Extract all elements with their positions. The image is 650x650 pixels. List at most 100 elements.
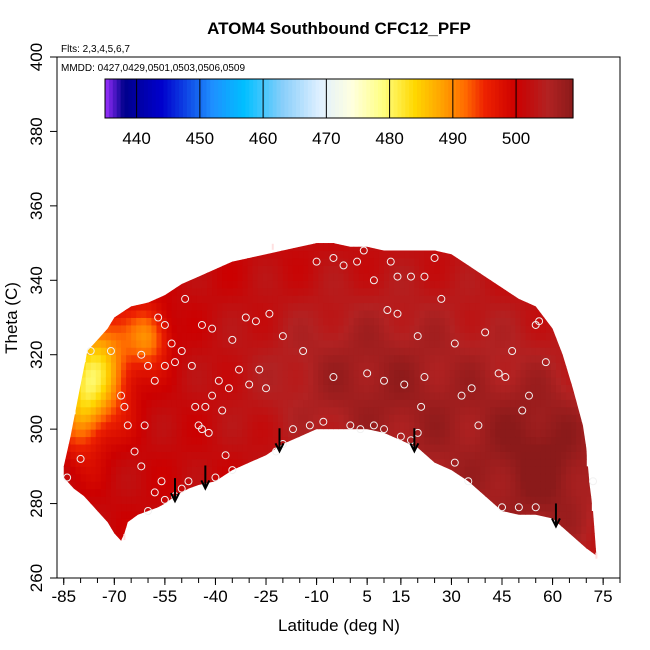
- heat-cell: [292, 436, 299, 445]
- heat-cell: [252, 354, 259, 363]
- heat-cell: [576, 481, 582, 490]
- heat-cell: [252, 272, 259, 281]
- heat-cell: [151, 347, 157, 356]
- heat-cell: [171, 339, 178, 348]
- heat-cell: [555, 414, 562, 423]
- heat-cell: [232, 429, 238, 438]
- heat-cell: [126, 332, 132, 341]
- heat-cell: [298, 302, 304, 311]
- heat-cell: [85, 466, 92, 475]
- heat-cell: [384, 436, 390, 445]
- sample-point: [464, 477, 473, 486]
- heat-cell: [126, 406, 132, 415]
- heat-cell: [464, 458, 471, 467]
- heat-cell: [176, 406, 183, 415]
- heat-cell: [505, 518, 511, 527]
- y-tick-label: 280: [27, 489, 46, 517]
- heat-cell: [459, 310, 466, 318]
- heat-cell: [535, 377, 542, 385]
- heat-cell: [459, 347, 466, 356]
- heat-cell: [404, 406, 410, 415]
- heat-cell: [262, 377, 269, 385]
- heat-cell: [353, 250, 360, 259]
- heat-cell: [282, 272, 289, 281]
- heat-cell: [95, 354, 102, 363]
- heat-cell: [80, 436, 87, 445]
- heat-cell: [500, 466, 506, 475]
- heat-cell: [540, 451, 547, 460]
- heat-cell: [434, 250, 441, 259]
- heat-cell: [141, 332, 147, 341]
- heat-cell: [201, 488, 208, 497]
- heat-cell: [318, 399, 324, 408]
- heat-cell: [121, 384, 127, 393]
- heat-cell: [191, 339, 198, 348]
- heat-cell: [459, 362, 466, 371]
- heat-cell: [353, 369, 360, 378]
- heat-cell: [464, 272, 471, 281]
- heat-cell: [146, 377, 152, 385]
- heat-cell: [389, 287, 395, 296]
- colorbar-segment: [405, 79, 410, 118]
- heat-cell: [384, 287, 390, 296]
- colorbar-segment: [502, 79, 508, 118]
- heat-cell: [237, 257, 243, 266]
- heat-cell: [495, 295, 501, 304]
- heat-cell: [540, 503, 547, 512]
- heat-cell: [313, 332, 319, 341]
- heat-cell: [373, 354, 380, 363]
- heat-cell: [272, 310, 279, 318]
- heat-cell: [136, 384, 142, 393]
- heat-cell: [85, 451, 92, 460]
- heat-cell: [414, 287, 420, 296]
- heat-cell: [105, 406, 112, 415]
- heat-cell: [550, 324, 557, 333]
- heat-cell: [308, 406, 314, 415]
- sample-point: [218, 406, 227, 415]
- x-axis: -85 -70 -55 -40 -25 -10 5 15 30 45 60 75: [51, 578, 621, 606]
- heat-cell: [176, 421, 183, 430]
- heat-cell: [399, 339, 405, 348]
- heat-cell: [126, 518, 132, 527]
- colorbar-segment: [549, 79, 555, 118]
- heat-cell: [535, 466, 542, 475]
- heat-cell: [181, 339, 188, 348]
- heat-cell: [444, 444, 451, 452]
- heat-cell: [409, 302, 415, 311]
- heat-cell: [186, 458, 193, 467]
- heat-cell: [85, 429, 92, 438]
- heat-cell: [156, 458, 163, 467]
- heat-cell: [171, 466, 178, 475]
- heat-cell: [222, 451, 228, 460]
- heat-cell: [212, 444, 218, 452]
- heat-cell: [196, 466, 203, 475]
- heat-cell: [454, 466, 461, 475]
- heat-cell: [146, 444, 152, 452]
- heat-cell: [520, 488, 527, 497]
- heat-cell: [500, 347, 506, 356]
- heat-cell: [338, 295, 345, 304]
- heat-cell: [490, 287, 496, 296]
- heat-cell: [100, 473, 107, 482]
- heat-cell: [389, 384, 395, 393]
- heat-cell: [424, 295, 431, 304]
- heat-cell: [540, 444, 547, 452]
- heat-cell: [338, 362, 345, 371]
- heat-cell: [80, 444, 87, 452]
- heat-cell: [146, 496, 152, 505]
- heat-cell: [545, 511, 552, 519]
- heat-cell: [186, 466, 193, 475]
- heat-cell: [80, 473, 87, 482]
- heat-cell: [566, 481, 572, 490]
- heat-cell: [439, 444, 446, 452]
- heat-cell: [515, 399, 522, 408]
- heat-cell: [292, 280, 299, 289]
- heat-cell: [540, 399, 547, 408]
- colorbar-segment: [159, 79, 165, 118]
- heat-cell: [181, 444, 188, 452]
- heat-cell: [95, 496, 102, 505]
- heat-cell: [358, 332, 365, 341]
- heat-cell: [171, 458, 178, 467]
- heat-cell: [454, 324, 461, 333]
- heat-cell: [80, 421, 87, 430]
